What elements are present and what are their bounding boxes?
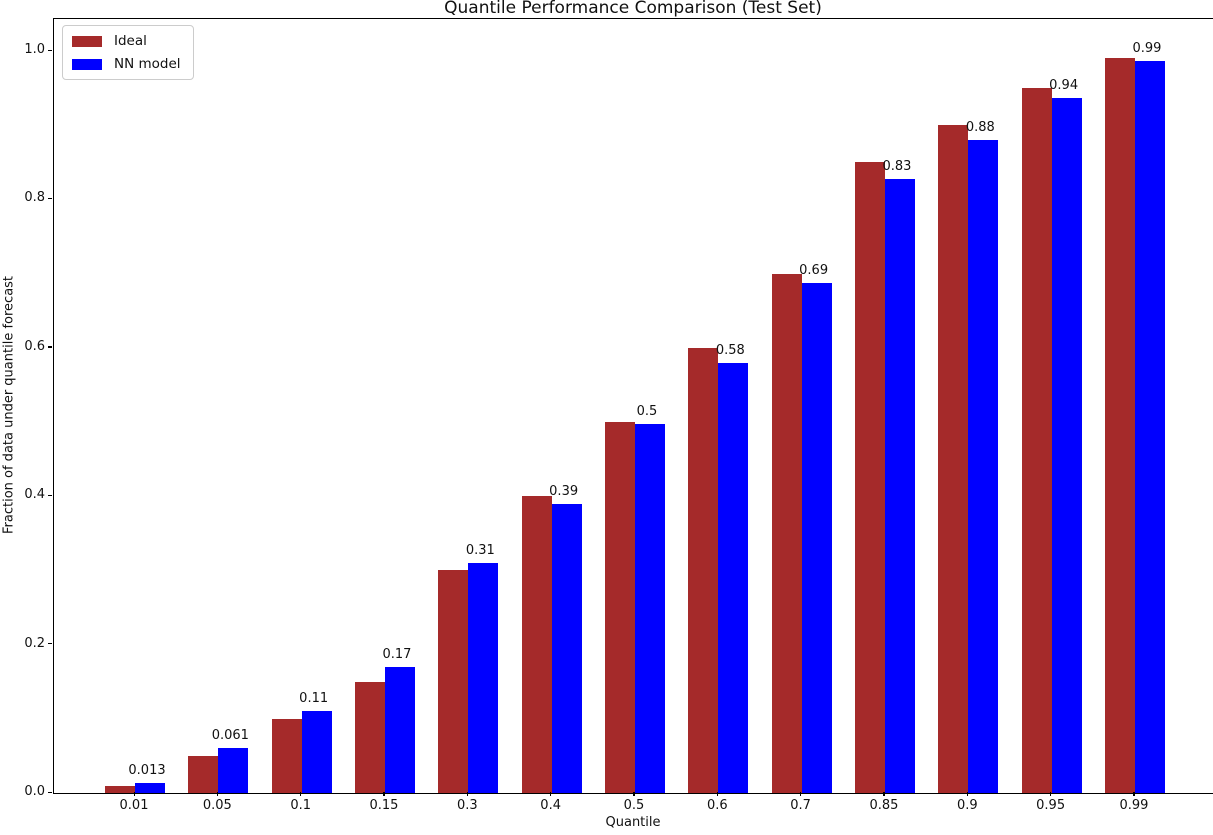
bar-nn-model: [1051, 97, 1082, 793]
bar-value-label: 0.99: [1132, 40, 1162, 56]
x-tick-label: 0.01: [119, 798, 149, 813]
bar-ideal: [938, 125, 969, 793]
bar-nn-model: [801, 282, 832, 793]
x-tick-label: 0.7: [790, 798, 811, 813]
bar-nn-model: [1134, 60, 1165, 793]
bar-ideal: [271, 718, 302, 793]
x-tick-mark: [383, 792, 385, 796]
bar-ideal: [438, 570, 469, 793]
bar-ideal: [604, 422, 635, 793]
x-tick-label: 0.4: [540, 798, 561, 813]
chart-title: Quantile Performance Comparison (Test Se…: [444, 0, 822, 18]
bar-nn-model: [551, 503, 582, 793]
bar-value-label: 0.83: [882, 158, 912, 174]
y-tick-mark: [48, 791, 52, 793]
bar-value-label: 0.88: [965, 120, 995, 136]
bar-value-label: 0.69: [799, 262, 829, 278]
bar-value-label: 0.39: [549, 483, 579, 499]
bar-nn-model: [718, 362, 749, 793]
bar-nn-model: [384, 666, 415, 793]
bar-ideal: [105, 785, 135, 793]
x-tick-label: 0.5: [623, 798, 645, 813]
x-tick-mark: [1133, 792, 1135, 796]
x-tick-label: 0.95: [1036, 798, 1066, 813]
bar-value-label: 0.58: [715, 342, 745, 358]
y-tick-mark: [48, 197, 52, 200]
y-tick-label: 0.2: [24, 635, 45, 651]
y-tick-label: 0.4: [24, 487, 45, 503]
bar-ideal: [188, 755, 219, 793]
bar-ideal: [688, 347, 719, 793]
plot-area: [53, 18, 1213, 794]
x-tick-mark: [216, 792, 219, 796]
y-tick-label: 0.6: [24, 338, 45, 354]
x-tick-label: 0.99: [1119, 798, 1149, 813]
x-tick-mark: [1050, 792, 1052, 796]
y-tick-mark: [48, 643, 52, 645]
x-tick-label: 0.3: [456, 798, 478, 813]
bar-nn-model: [468, 562, 499, 793]
bar-value-label: 0.94: [1049, 77, 1079, 93]
bar-nn-model: [135, 783, 165, 793]
bar-value-label: 0.11: [299, 691, 329, 707]
y-tick-mark: [48, 494, 52, 496]
bar-nn-model: [968, 140, 999, 793]
x-tick-mark: [633, 792, 635, 796]
x-tick-mark: [550, 792, 552, 796]
x-tick-mark: [883, 792, 885, 796]
x-tick-mark: [966, 792, 969, 796]
x-tick-label: 0.1: [290, 798, 311, 813]
bar-ideal: [1021, 88, 1052, 793]
legend-item-nn-model: NN model: [72, 56, 181, 72]
x-tick-mark: [800, 792, 802, 796]
bar-nn-model: [634, 424, 665, 793]
x-tick-label: 0.6: [706, 798, 728, 813]
bar-ideal: [354, 681, 385, 793]
bar-value-label: 0.013: [128, 763, 166, 779]
x-tick-mark: [466, 792, 469, 796]
x-tick-label: 0.15: [369, 798, 399, 813]
legend-swatch-nn-model: [72, 58, 102, 70]
bar-nn-model: [218, 747, 249, 793]
y-tick-mark: [48, 346, 52, 348]
x-tick-label: 0.85: [869, 798, 899, 813]
bar-nn-model: [301, 711, 332, 793]
legend-label-nn-model: NN model: [114, 56, 181, 72]
legend-label-ideal: Ideal: [114, 33, 147, 49]
x-tick-mark: [716, 792, 719, 796]
x-tick-label: 0.9: [956, 798, 978, 813]
bar-ideal: [1104, 58, 1135, 793]
bar-value-label: 0.31: [465, 542, 495, 558]
bar-ideal: [521, 496, 552, 793]
legend-item-ideal: Ideal: [72, 33, 181, 49]
x-tick-mark: [133, 792, 135, 796]
legend-swatch-ideal: [72, 35, 102, 47]
bar-ideal: [771, 273, 802, 793]
y-tick-label: 0.8: [24, 190, 45, 206]
bar-value-label: 0.061: [211, 727, 249, 743]
y-tick-label: 1.0: [24, 42, 45, 57]
y-tick-label: 0.0: [24, 784, 45, 799]
x-tick-mark: [300, 792, 302, 796]
legend: Ideal NN model: [62, 25, 194, 80]
x-tick-label: 0.05: [202, 798, 232, 813]
x-axis-label: Quantile: [605, 815, 661, 830]
y-tick-mark: [48, 49, 52, 51]
bar-nn-model: [884, 178, 915, 793]
y-axis-label: Fraction of data under quantile forecast: [1, 275, 17, 535]
bar-value-label: 0.5: [636, 404, 658, 420]
bar-ideal: [854, 162, 885, 793]
bar-value-label: 0.17: [382, 646, 412, 662]
